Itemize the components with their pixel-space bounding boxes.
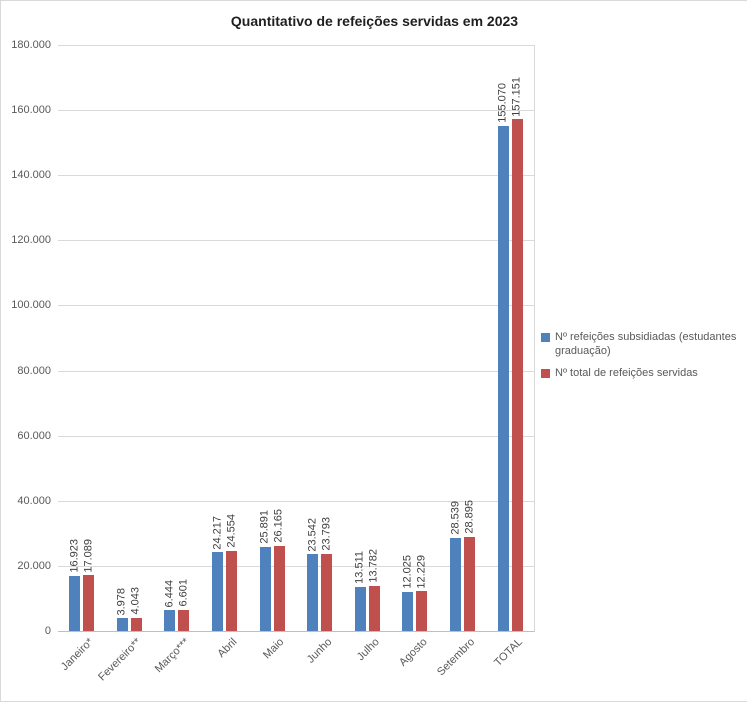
y-tick-label: 180.000 [11, 39, 51, 51]
bar-total: 13.782 [368, 549, 380, 631]
gridline [58, 305, 534, 307]
bar-value-label: 28.895 [463, 500, 476, 534]
y-axis: 0 20.000 40.000 60.000 80.000 100.000 120.000 1… [1, 1, 51, 701]
x-category-label: Abril [215, 636, 240, 661]
legend-label: Nº total de refeições servidas [555, 366, 698, 379]
bar-total: 23.793 [320, 517, 333, 631]
y-tick-label: 60.000 [17, 429, 51, 442]
bar-group: 6.444 6.601 [153, 45, 201, 631]
gridline [58, 370, 534, 372]
bar-subsidized: 23.542 [306, 518, 319, 631]
gridline [58, 240, 534, 242]
gridline [58, 175, 534, 177]
bar-group: 24.217 24.554 [201, 45, 249, 631]
bar-subsidized: 28.539 [449, 501, 462, 631]
y-tick-label: 160.000 [11, 104, 51, 117]
bar-value-label: 157.151 [510, 76, 523, 117]
x-axis: Janeiro* Fevereiro** Março*** Abril Maio Junh… [1, 631, 747, 701]
x-category-label: Julho [354, 636, 382, 664]
y-tick-label: 20.000 [17, 559, 51, 572]
bar-group: 23.542 23.793 [296, 45, 344, 631]
bar-subsidized: 6.444 [163, 580, 176, 631]
bar-value-label: 13.782 [367, 549, 380, 584]
bar-total: 12.229 [415, 555, 428, 631]
bar-subsidized: 13.511 [354, 551, 366, 631]
bar-value-label: 23.793 [320, 516, 333, 551]
bar-value-label: 28.539 [449, 501, 462, 536]
x-category-label: Setembro [434, 636, 478, 679]
bar-total: 6.601 [177, 579, 190, 631]
bar-value-label: 25.891 [258, 510, 271, 544]
plot-area: 16.923 17.089 3.978 4.043 6.444 6.601 24.217 24… [58, 45, 535, 632]
y-tick-label: 80.000 [17, 364, 51, 377]
bar-total: 28.895 [463, 500, 476, 631]
bar-value-label: 26.165 [272, 509, 285, 543]
x-category-label: Maio [261, 636, 287, 662]
bar-value-label: 6.601 [177, 578, 190, 607]
bar-total: 24.554 [225, 514, 238, 631]
bar-subsidized: 25.891 [259, 510, 271, 631]
bar-value-label: 16.923 [68, 539, 81, 573]
bar-value-label: 23.542 [306, 517, 319, 552]
legend: Nº refeições subsidiadas (estudantes gra… [541, 331, 745, 388]
bar-value-label: 12.025 [401, 555, 414, 589]
bar-subsidized: 12.025 [401, 555, 414, 631]
legend-swatch-total [541, 368, 550, 378]
bar-group: 12.025 12.229 [391, 45, 439, 631]
bar-total: 17.089 [82, 539, 95, 631]
bar-value-label: 24.217 [211, 515, 224, 550]
bar-value-label: 13.511 [353, 551, 366, 585]
bar-total: 157.151 [511, 77, 523, 631]
bar-subsidized: 3.978 [116, 588, 128, 631]
legend-item: Nº total de refeições servidas [541, 367, 745, 381]
bar-value-label: 12.229 [415, 554, 428, 589]
bar-value-label: 155.070 [496, 83, 509, 124]
bar-group: 155.070 157.151 [486, 45, 534, 631]
x-category-label: Março*** [152, 636, 192, 676]
gridline [58, 500, 534, 502]
y-tick-label: 140.000 [11, 169, 51, 182]
bar-value-label: 4.043 [129, 587, 142, 615]
bar-subsidized: 16.923 [68, 539, 81, 631]
gridline [58, 110, 534, 112]
legend-label: Nº refeições subsidiadas (estudantes gra… [555, 331, 737, 357]
x-category-label: Agosto [396, 636, 430, 669]
bar-subsidized: 155.070 [497, 83, 509, 631]
x-category-label: Fevereiro** [96, 636, 144, 684]
y-tick-label: 100.000 [11, 299, 51, 312]
bar-value-label: 24.554 [225, 514, 238, 549]
bar-group: 3.978 4.043 [106, 45, 154, 631]
x-category-label: Janeiro* [59, 636, 97, 674]
y-tick-label: 120.000 [11, 234, 51, 247]
legend-item: Nº refeições subsidiadas (estudantes gra… [541, 331, 745, 359]
x-category-label: Junho [304, 636, 335, 666]
y-tick-label: 40.000 [17, 494, 51, 507]
bar-total: 26.165 [273, 509, 285, 631]
bar-group: 16.923 17.089 [58, 45, 106, 631]
bar-value-label: 6.444 [163, 579, 176, 608]
gridline [58, 435, 534, 437]
bar-value-label: 3.978 [115, 587, 128, 616]
gridline [58, 565, 534, 567]
bar-value-label: 17.089 [82, 538, 95, 573]
y-tick-label: 0 [44, 625, 51, 637]
bar-group: 28.539 28.895 [439, 45, 487, 631]
chart-title: Quantitativo de refeições servidas em 20… [230, 13, 519, 29]
bar-group: 13.511 13.782 [344, 45, 392, 631]
bar-total: 4.043 [130, 587, 142, 631]
bar-group: 25.891 26.165 [248, 45, 296, 631]
x-category-label: TOTAL [491, 636, 525, 669]
gridline [58, 45, 534, 46]
legend-swatch-subsidized [541, 333, 550, 342]
bar-subsidized: 24.217 [211, 516, 224, 631]
